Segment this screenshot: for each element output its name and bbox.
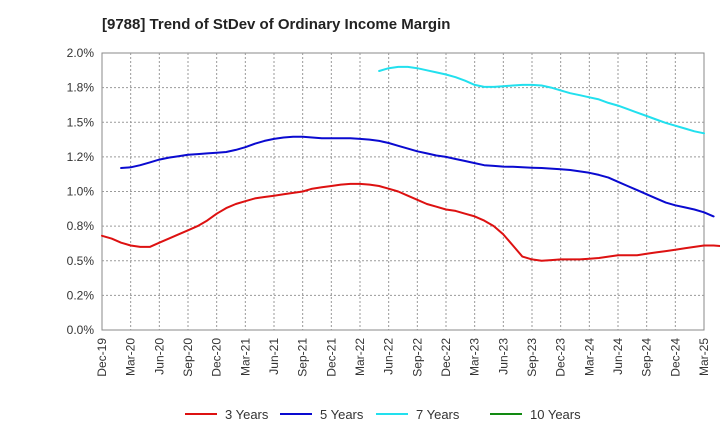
y-tick-label: 0.2%: [67, 288, 95, 302]
x-tick-label: Dec-21: [324, 338, 338, 377]
series-lines: [101, 65, 720, 262]
x-tick-label: Mar-24: [582, 338, 596, 376]
x-tick-label: Dec-20: [210, 338, 224, 377]
x-tick-label: Mar-23: [468, 338, 482, 376]
x-tick-label: Dec-24: [668, 338, 682, 377]
y-axis-ticks: 0.0% 0.2% 0.5% 0.8% 1.0% 1.2% 1.5% 1.8% 2.0%: [67, 46, 95, 337]
x-axis-ticks: Dec-19 Mar-20 Jun-20 Sep-20 Dec-20 Mar-21 Jun-…: [95, 338, 711, 377]
x-tick-label: Mar-21: [238, 338, 252, 376]
y-tick-label: 1.8%: [67, 81, 95, 95]
x-tick-label: Mar-20: [124, 338, 138, 376]
series-line-7-years: [378, 65, 705, 135]
legend: 3 Years 5 Years 7 Years 10 Years: [185, 407, 581, 422]
y-tick-label: 0.0%: [67, 323, 95, 337]
x-tick-label: Sep-23: [525, 338, 539, 377]
legend-label: 5 Years: [320, 407, 364, 422]
series-line-5-years: [120, 135, 715, 218]
y-tick-label: 1.0%: [67, 185, 95, 199]
legend-label: 7 Years: [416, 407, 460, 422]
x-tick-label: Dec-23: [554, 338, 568, 377]
x-tick-label: Dec-19: [95, 338, 109, 377]
series-line-3-years: [101, 182, 720, 262]
y-tick-label: 2.0%: [67, 46, 95, 60]
x-tick-label: Sep-24: [640, 338, 654, 377]
y-tick-label: 1.2%: [67, 150, 95, 164]
x-tick-label: Jun-24: [611, 338, 625, 375]
grid-lines: [102, 53, 704, 330]
x-tick-label: Jun-21: [267, 338, 281, 375]
y-tick-label: 0.5%: [67, 254, 95, 268]
x-tick-label: Sep-21: [296, 338, 310, 377]
x-tick-label: Mar-22: [353, 338, 367, 376]
legend-label: 3 Years: [225, 407, 269, 422]
x-tick-label: Jun-20: [152, 338, 166, 375]
x-tick-label: Jun-22: [382, 338, 396, 375]
legend-label: 10 Years: [530, 407, 581, 422]
x-tick-label: Dec-22: [439, 338, 453, 377]
chart-title: [9788] Trend of StDev of Ordinary Income…: [102, 16, 450, 33]
x-tick-label: Jun-23: [496, 338, 510, 375]
x-tick-label: Sep-20: [181, 338, 195, 377]
y-tick-label: 1.5%: [67, 115, 95, 129]
y-tick-label: 0.8%: [67, 219, 95, 233]
x-tick-label: Sep-22: [410, 338, 424, 377]
x-tick-label: Mar-25: [697, 338, 711, 376]
